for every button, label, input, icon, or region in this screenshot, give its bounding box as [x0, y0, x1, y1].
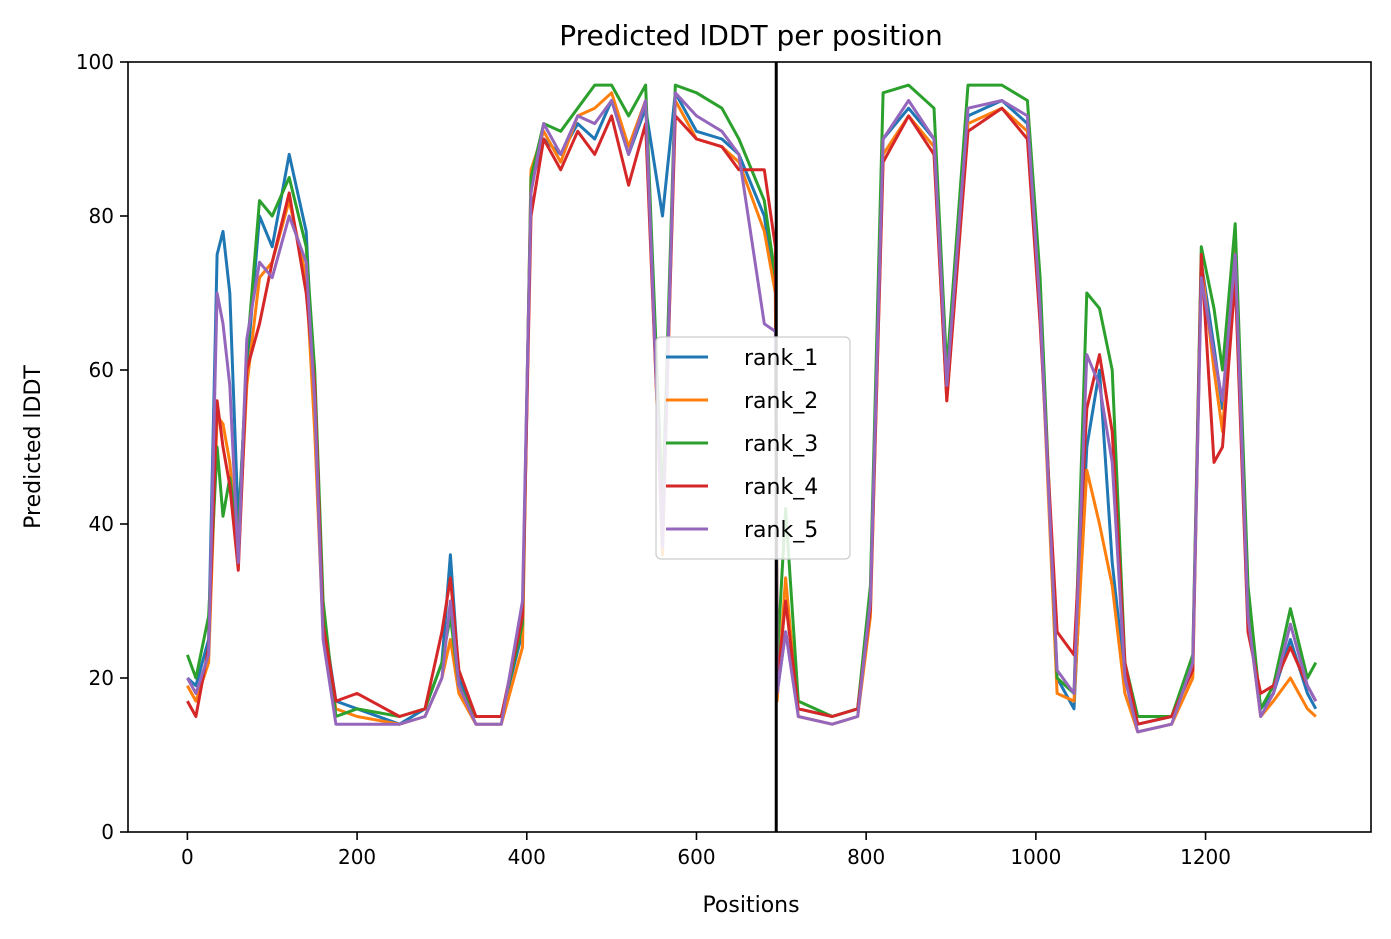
y-tick-label: 20 [89, 666, 114, 690]
legend-label-rank_4: rank_4 [744, 475, 818, 500]
y-tick-label: 60 [89, 358, 114, 382]
legend-box [655, 336, 851, 560]
chart-title: Predicted lDDT per position [559, 19, 943, 52]
legend-label-rank_3: rank_3 [744, 432, 818, 457]
x-axis-ticks: 0 200 400 600 800 1000 1200 [181, 832, 1231, 869]
legend-label-rank_2: rank_2 [744, 389, 818, 414]
plot-frame [127, 61, 1372, 833]
x-tick-label: 600 [677, 845, 715, 869]
series-line-rank_3 [185, 83, 1318, 718]
x-tick-label: 400 [508, 845, 546, 869]
x-tick-label: 200 [338, 845, 376, 869]
y-tick-label: 80 [89, 204, 114, 228]
y-tick-label: 40 [89, 512, 114, 536]
y-tick-label: 100 [76, 50, 114, 74]
y-axis-ticks: 0 20 40 60 80 100 [76, 50, 128, 844]
x-tick-label: 0 [181, 845, 194, 869]
x-axis-label: Positions [702, 893, 799, 918]
series-group [185, 83, 1318, 734]
legend: rank_1 rank_2 rank_3 rank_4 rank_5 [655, 336, 851, 560]
y-axis-label: Predicted lDDT [21, 365, 46, 529]
y-tick-label: 0 [101, 820, 114, 844]
legend-label-rank_5: rank_5 [744, 518, 818, 543]
legend-label-rank_1: rank_1 [744, 346, 818, 371]
x-tick-label: 1200 [1180, 845, 1231, 869]
x-tick-label: 800 [847, 845, 885, 869]
x-tick-label: 1000 [1010, 845, 1061, 869]
series-line-rank_5 [186, 91, 1318, 734]
